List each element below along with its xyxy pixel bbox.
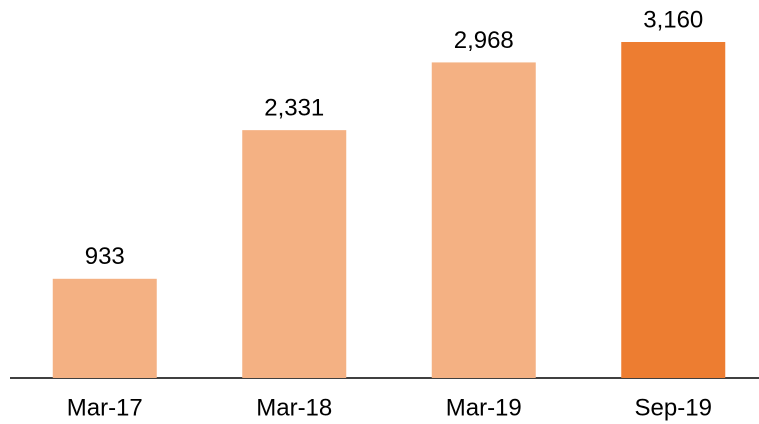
- value-label: 933: [85, 243, 125, 270]
- bar: [52, 278, 157, 378]
- value-label: 2,968: [454, 27, 514, 54]
- bar: [242, 130, 347, 378]
- bar: [621, 42, 726, 378]
- bar: [431, 62, 536, 378]
- value-label: 2,331: [264, 94, 324, 121]
- x-tick-label: Mar-17: [67, 394, 143, 421]
- value-label: 3,160: [643, 6, 703, 33]
- x-tick-label: Mar-18: [256, 394, 332, 421]
- x-tick-label: Sep-19: [635, 394, 712, 421]
- x-tick-label: Mar-19: [446, 394, 522, 421]
